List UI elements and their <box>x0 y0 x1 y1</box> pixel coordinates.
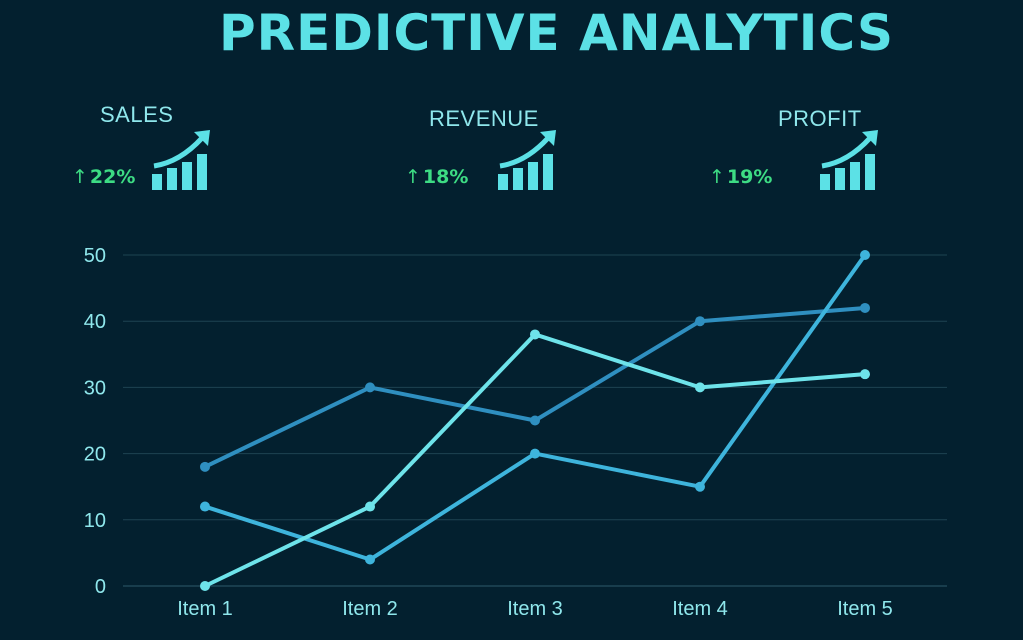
data-point <box>365 501 375 512</box>
y-tick-label: 50 <box>84 245 106 267</box>
kpi-label-sales: SALES <box>100 102 174 127</box>
data-point <box>860 302 870 313</box>
up-arrow-icon: ↑ <box>709 166 725 188</box>
kpi-change-profit: ↑ 19% <box>709 166 772 188</box>
data-point <box>530 448 540 459</box>
kpi-change-value: 19% <box>726 166 773 188</box>
series-line <box>203 253 867 562</box>
data-point <box>530 329 540 340</box>
data-point <box>200 501 210 512</box>
y-tick-label: 10 <box>84 510 106 532</box>
kpi-change-sales: ↑ 22% <box>72 166 135 188</box>
growth-chart-icon <box>820 130 878 190</box>
x-tick-label: Item 3 <box>507 598 563 620</box>
data-point <box>860 250 870 260</box>
kpi-label-revenue: REVENUE <box>429 106 539 131</box>
data-point <box>200 581 210 591</box>
data-point <box>695 481 705 492</box>
growth-chart-icon <box>152 130 210 190</box>
x-tick-label: Item 4 <box>672 598 728 620</box>
kpi-change-value: 18% <box>422 166 469 188</box>
up-arrow-icon: ↑ <box>72 166 88 188</box>
data-point <box>365 554 375 565</box>
kpi-change-revenue: ↑ 18% <box>405 166 468 188</box>
growth-chart-icon <box>498 130 556 190</box>
series-line <box>203 332 867 588</box>
y-tick-label: 40 <box>84 311 106 333</box>
x-tick-label: Item 2 <box>342 598 398 620</box>
x-tick-label: Item 1 <box>177 598 233 620</box>
data-point <box>530 415 540 426</box>
data-point <box>860 369 870 380</box>
data-point <box>695 316 705 327</box>
y-tick-label: 0 <box>95 576 106 598</box>
kpi-change-value: 22% <box>89 166 136 188</box>
y-tick-label: 20 <box>84 444 106 466</box>
page-title: PREDICTIVE ANALYTICS <box>219 4 894 62</box>
x-tick-label: Item 5 <box>837 598 893 620</box>
data-point <box>695 382 705 393</box>
data-point <box>200 461 210 472</box>
up-arrow-icon: ↑ <box>405 166 421 188</box>
data-point <box>365 382 375 393</box>
kpi-label-profit: PROFIT <box>778 106 862 131</box>
y-tick-label: 30 <box>84 377 106 399</box>
